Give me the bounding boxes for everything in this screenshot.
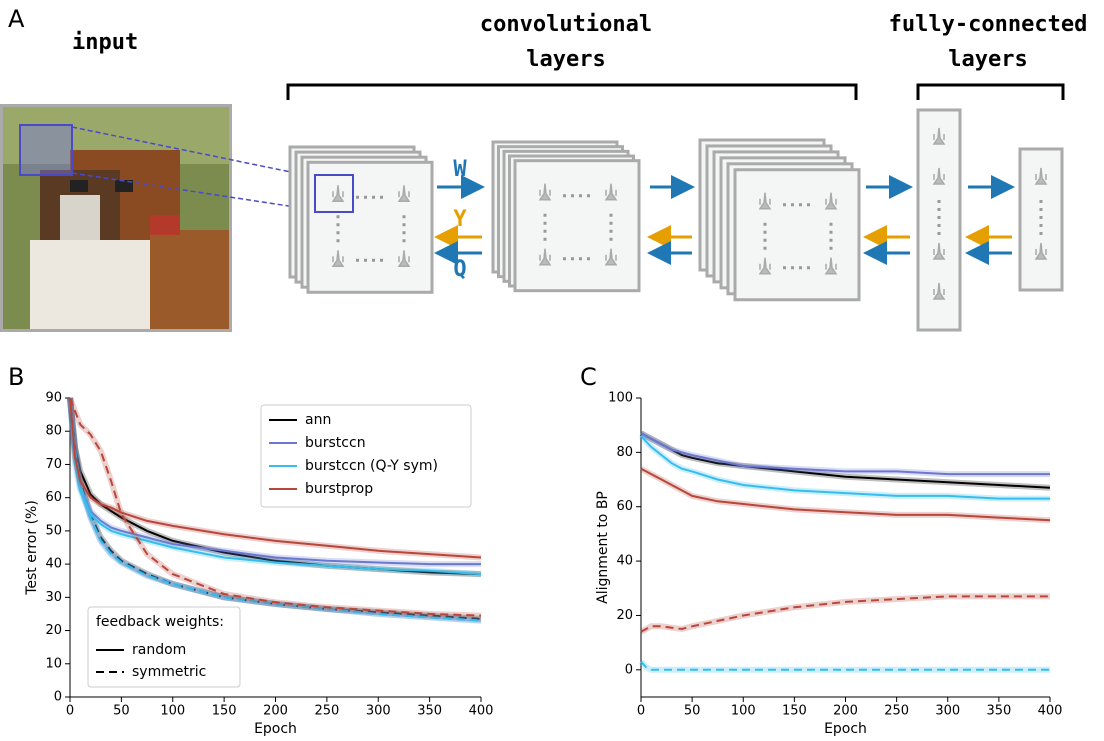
diagram: A input convolutional layers fully-conne… [0, 5, 1087, 332]
series-line [640, 432, 1050, 476]
x-tick-label: 100 [731, 704, 756, 719]
y-axis-label: Alignment to BP [595, 491, 611, 604]
input-image [0, 104, 316, 332]
fc-label: fully-connected [889, 12, 1088, 37]
neuron [538, 248, 552, 266]
fc-layer [916, 108, 962, 332]
x-tick-label: 250 [884, 704, 909, 719]
neuron [758, 257, 772, 275]
x-tick-label: 50 [113, 704, 130, 719]
bracket [286, 83, 1065, 100]
feature-map [513, 159, 641, 293]
x-tick-label: 350 [986, 704, 1011, 719]
y-tick-label: 40 [616, 554, 633, 569]
x-tick-label: 50 [684, 704, 701, 719]
series-line-dashed [69, 397, 482, 622]
legend-label: symmetric [132, 664, 206, 680]
y-tick-label: 30 [45, 590, 62, 605]
y-tick-label: 10 [45, 656, 62, 671]
neuron [1034, 167, 1048, 185]
conv-label: convolutional [480, 12, 652, 37]
band [638, 434, 1050, 502]
fc-label: layers [948, 47, 1027, 72]
neuron [604, 183, 618, 201]
y-tick-label: 70 [45, 457, 62, 472]
feature-map [306, 160, 434, 294]
weight-label: Q [453, 257, 466, 282]
series-line [69, 397, 482, 576]
y-tick-label: 20 [616, 608, 633, 623]
series-line-dashed [69, 397, 482, 617]
y-tick-label: 80 [616, 445, 633, 460]
neuron [1034, 242, 1048, 260]
panel-label: A [8, 5, 25, 33]
y-tick-label: 0 [625, 662, 633, 677]
y-tick-label: 40 [45, 557, 62, 572]
neuron [397, 185, 411, 203]
y-tick-label: 90 [45, 391, 62, 406]
neuron [397, 250, 411, 268]
panel-label: C [580, 363, 597, 391]
x-tick-label: 200 [263, 704, 288, 719]
neuron [538, 183, 552, 201]
series-line-dashed [640, 595, 1050, 633]
panel-label: B [8, 363, 24, 391]
x-axis-label: Epoch [254, 721, 297, 737]
neuron [824, 257, 838, 275]
y-tick-label: 80 [45, 424, 62, 439]
legend-title: feedback weights: [96, 614, 224, 630]
legend-label: ann [305, 412, 331, 428]
neuron [932, 167, 946, 185]
y-tick-label: 50 [45, 523, 62, 538]
legend-label: burstccn (Q-Y sym) [305, 458, 438, 474]
input-label: input [72, 30, 138, 55]
neuron [932, 282, 946, 300]
y-axis-label: Test error (%) [24, 500, 40, 596]
weight-label: Y [453, 207, 467, 232]
conv-label: layers [526, 47, 605, 72]
axes [69, 398, 481, 698]
y-tick-label: 60 [616, 499, 633, 514]
neuron [932, 127, 946, 145]
neuron [331, 250, 345, 268]
axes [640, 398, 1050, 698]
x-tick-label: 150 [782, 704, 807, 719]
x-tick-label: 300 [366, 704, 391, 719]
neuron [331, 185, 345, 203]
band [638, 659, 1050, 673]
x-tick-label: 250 [314, 704, 339, 719]
neuron [604, 248, 618, 266]
legend-label: burstprop [305, 481, 373, 497]
neuron [932, 242, 946, 260]
y-tick-label: 60 [45, 490, 62, 505]
series-line [640, 435, 1050, 500]
weight-label: W [453, 157, 467, 182]
legend-box [87, 606, 241, 688]
series-line [69, 397, 482, 559]
x-tick-label: 400 [1038, 704, 1063, 719]
x-tick-label: 300 [935, 704, 960, 719]
x-tick-label: 150 [212, 704, 237, 719]
x-tick-label: 0 [66, 704, 74, 719]
feature-map [733, 168, 861, 302]
series-line [640, 467, 1051, 522]
x-tick-label: 0 [637, 704, 645, 719]
neuron [824, 192, 838, 210]
x-tick-label: 400 [469, 704, 494, 719]
neuron [758, 192, 772, 210]
band [639, 430, 1050, 478]
y-tick-label: 20 [45, 623, 62, 638]
small-window [314, 174, 354, 213]
series-line-dashed [640, 661, 1050, 671]
legend-box [260, 404, 472, 508]
y-tick-label: 100 [608, 391, 633, 406]
y-tick-label: 0 [54, 690, 62, 705]
x-axis-label: Epoch [824, 721, 867, 737]
x-tick-label: 350 [417, 704, 442, 719]
legend-label: burstccn [305, 435, 366, 451]
x-tick-label: 200 [833, 704, 858, 719]
x-tick-label: 100 [160, 704, 185, 719]
legend-label: random [132, 642, 186, 658]
